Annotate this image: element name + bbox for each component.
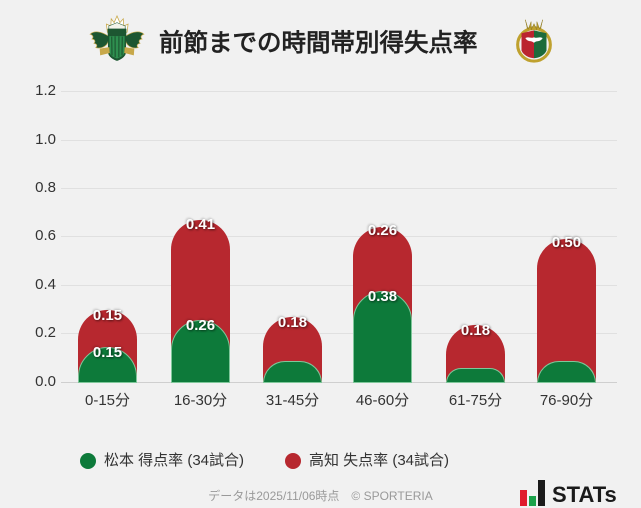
svg-text:STATs: STATs: [552, 482, 617, 507]
